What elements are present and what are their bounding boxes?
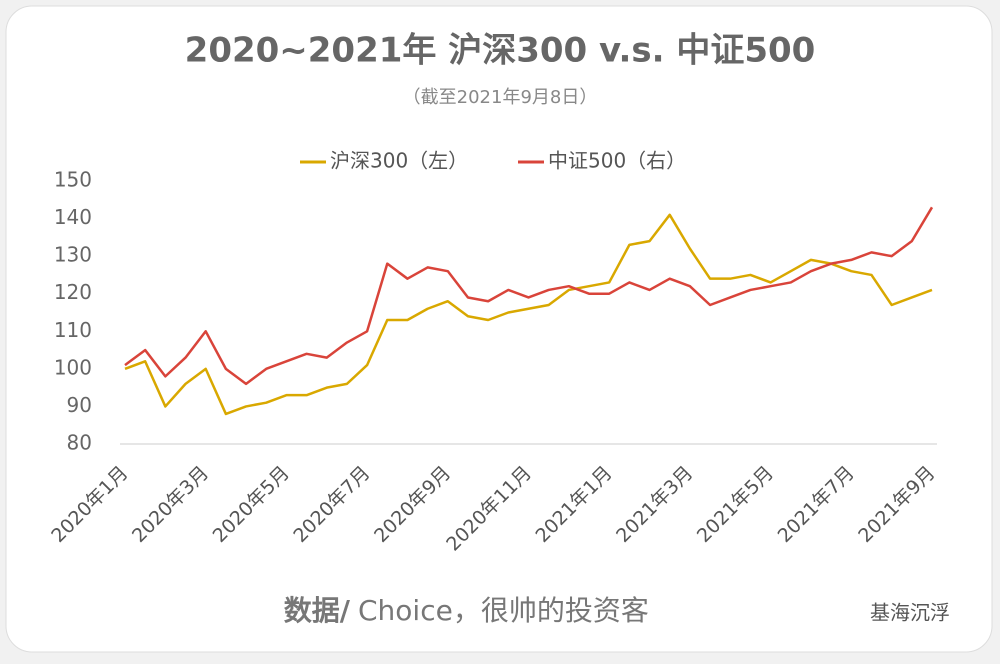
y-tick-label: 110 [54,318,92,342]
y-tick-label: 120 [54,280,92,304]
y-tick-label: 80 [67,431,92,455]
series-line [124,213,933,416]
y-tick-label: 130 [54,243,92,267]
chart-subtitle: （截至2021年9月8日） [403,87,598,108]
legend-label: 中证500（右） [548,149,686,173]
y-tick-label: 140 [54,205,92,229]
y-tick-label: 90 [67,393,92,417]
card [5,5,993,653]
legend-label: 沪深300（左） [330,149,468,173]
watermark: 基海沉浮 [870,601,950,625]
y-tick-label: 100 [54,355,92,379]
series-line [124,206,934,386]
y-tick-label: 150 [54,168,92,192]
source-text: Choice，很帅的投资客 [358,594,649,627]
source-label: 数据/ [284,594,351,627]
chart-title: 2020~2021年 沪深300 v.s. 中证500 [185,31,816,71]
